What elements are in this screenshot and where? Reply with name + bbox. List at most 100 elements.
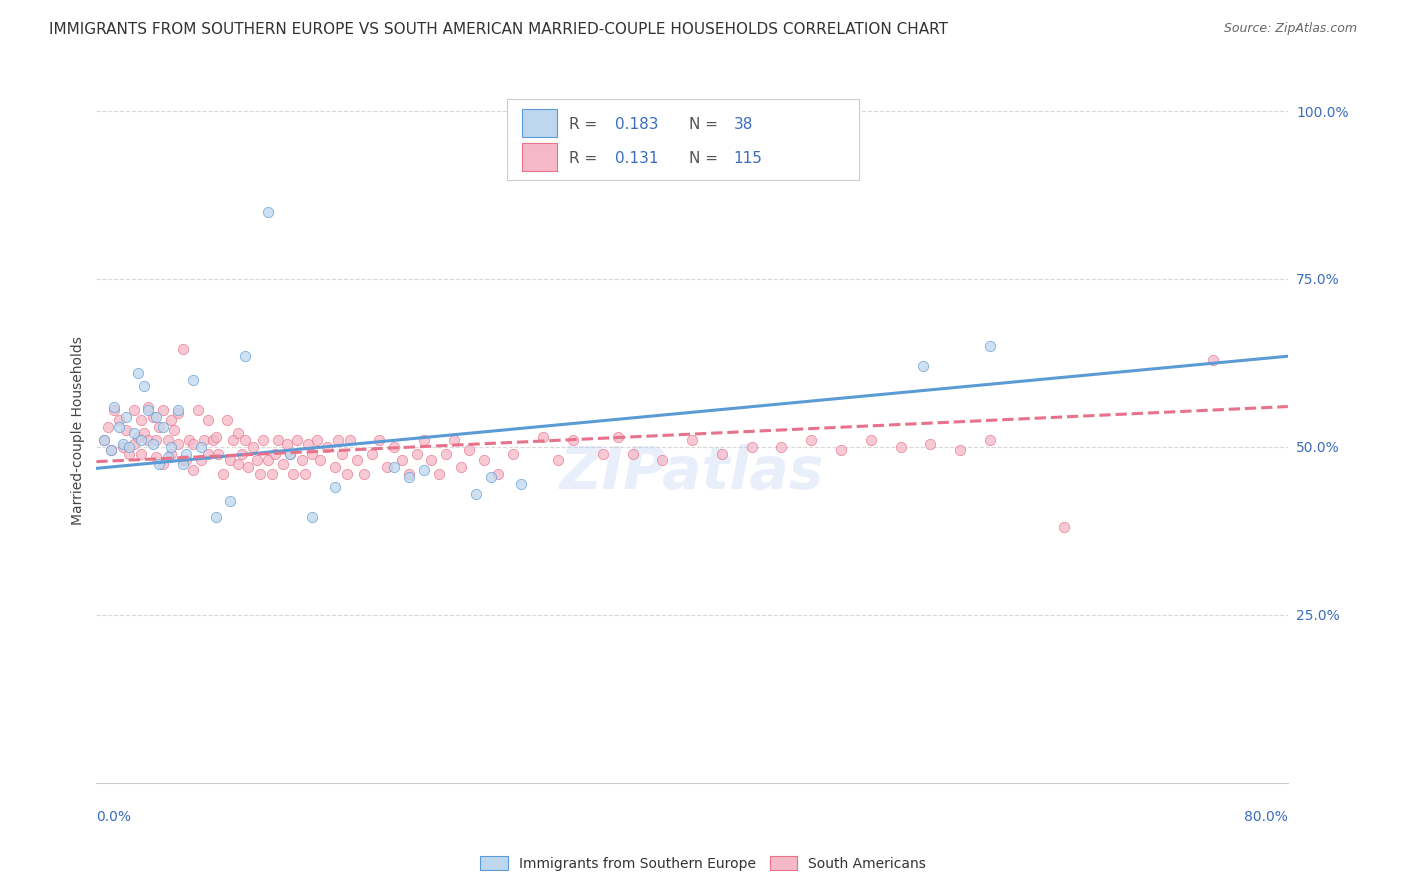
Point: [434, 446, 457, 460]
Point: [502, 446, 524, 460]
Point: [562, 433, 585, 447]
Point: [231, 446, 253, 460]
Point: [100, 443, 122, 458]
Point: [267, 433, 290, 447]
Point: [382, 440, 405, 454]
Point: [115, 423, 138, 437]
Point: [187, 403, 209, 417]
FancyBboxPatch shape: [508, 99, 859, 179]
Point: [226, 457, 249, 471]
Point: [606, 430, 628, 444]
Point: [97, 419, 120, 434]
Point: [115, 409, 138, 424]
Point: [281, 467, 304, 481]
Point: [172, 453, 194, 467]
Legend: Immigrants from Southern Europe, South Americans: Immigrants from Southern Europe, South A…: [472, 849, 934, 878]
Point: [339, 433, 361, 447]
Point: [145, 433, 167, 447]
Point: [112, 436, 135, 450]
Point: [159, 440, 181, 454]
Point: [252, 433, 274, 447]
Text: R =: R =: [569, 117, 603, 132]
Point: [148, 419, 170, 434]
Point: [142, 436, 165, 450]
Point: [212, 467, 235, 481]
Point: [204, 510, 226, 524]
Point: [233, 433, 256, 447]
Point: [262, 467, 284, 481]
Point: [167, 406, 190, 420]
Point: [800, 433, 823, 447]
Point: [167, 403, 190, 417]
Point: [308, 453, 330, 467]
Point: [172, 343, 194, 357]
Point: [741, 440, 763, 454]
Point: [177, 433, 200, 447]
Point: [127, 430, 149, 444]
Text: 0.131: 0.131: [614, 151, 658, 166]
Point: [148, 457, 170, 471]
Point: [190, 453, 212, 467]
Point: [301, 446, 323, 460]
Point: [291, 453, 314, 467]
Text: Source: ZipAtlas.com: Source: ZipAtlas.com: [1223, 22, 1357, 36]
Point: [1053, 520, 1076, 534]
Point: [427, 467, 450, 481]
Text: N =: N =: [689, 117, 723, 132]
Point: [204, 430, 226, 444]
Point: [152, 403, 174, 417]
Point: [264, 446, 287, 460]
Point: [167, 436, 190, 450]
Point: [979, 339, 1001, 353]
Point: [859, 433, 882, 447]
Point: [132, 426, 155, 441]
Point: [949, 443, 972, 458]
Point: [413, 463, 436, 477]
Point: [472, 453, 495, 467]
Point: [1202, 352, 1225, 367]
Point: [118, 446, 141, 460]
Point: [375, 460, 398, 475]
Point: [450, 460, 472, 475]
Point: [159, 413, 181, 427]
Point: [142, 409, 165, 424]
Point: [398, 467, 420, 481]
Point: [681, 433, 703, 447]
Point: [443, 433, 465, 447]
Point: [127, 366, 149, 380]
Point: [278, 446, 301, 460]
Point: [920, 436, 942, 450]
Point: [335, 467, 357, 481]
Point: [181, 373, 204, 387]
Point: [129, 433, 152, 447]
Point: [122, 426, 145, 441]
Point: [93, 433, 115, 447]
Point: [297, 436, 319, 450]
Point: [197, 446, 219, 460]
Point: [256, 453, 278, 467]
Point: [219, 493, 242, 508]
Point: [651, 453, 673, 467]
Point: [163, 423, 186, 437]
Point: [326, 433, 349, 447]
Point: [346, 453, 368, 467]
Point: [323, 460, 346, 475]
Point: [207, 446, 229, 460]
Point: [172, 457, 194, 471]
Point: [242, 440, 264, 454]
Point: [488, 467, 510, 481]
Point: [93, 433, 115, 447]
Text: 115: 115: [734, 151, 762, 166]
Point: [138, 400, 160, 414]
Point: [890, 440, 912, 454]
Point: [420, 453, 443, 467]
FancyBboxPatch shape: [522, 109, 557, 137]
Point: [979, 433, 1001, 447]
Point: [122, 436, 145, 450]
Point: [305, 433, 328, 447]
Point: [271, 457, 294, 471]
Point: [323, 480, 346, 494]
Text: 80.0%: 80.0%: [1244, 811, 1288, 824]
Text: 38: 38: [734, 117, 754, 132]
Point: [316, 440, 339, 454]
